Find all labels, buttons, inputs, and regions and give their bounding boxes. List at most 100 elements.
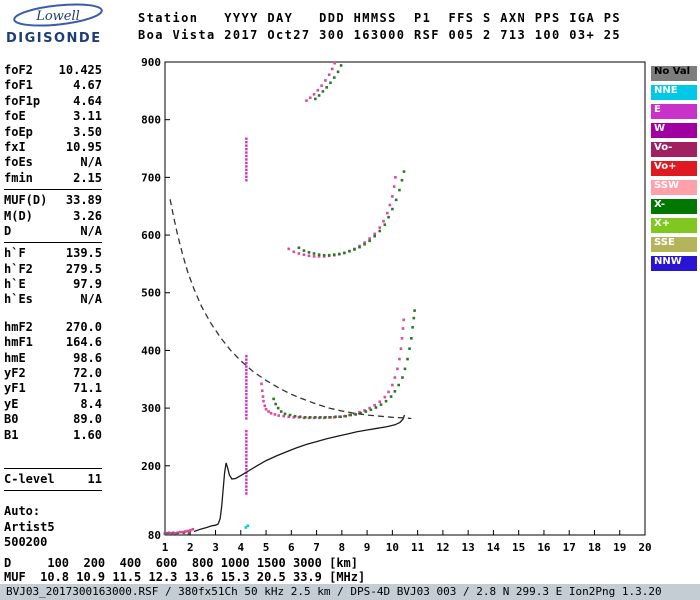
param-row-fxi: fxI 10.95 [4, 140, 102, 155]
es-spread-column [245, 179, 248, 182]
param-footer-line: Artist5 [4, 519, 55, 534]
es-marks-cyan [246, 524, 250, 528]
f2-x-trace [389, 395, 393, 398]
param-name: yF2 [4, 366, 26, 381]
f2-o-trace [273, 413, 277, 416]
param-name: h`E [4, 277, 26, 292]
f2-x-trace [293, 414, 297, 418]
second-hop-x-trace [398, 188, 401, 192]
third-hop-x-trace [325, 86, 328, 89]
third-hop-o-trace [327, 73, 331, 76]
noval-echoes [176, 532, 179, 536]
es-spread-column [245, 474, 248, 478]
x-tick-label: 2 [187, 541, 194, 554]
param-row-b1: B1 1.60 [4, 428, 102, 443]
echo-type-legend: No Val NNE E W Vo- Vo+ SSW X- X+ SSE NNW [651, 66, 697, 275]
x-tick-label: 7 [313, 541, 320, 554]
legend-item-no-val: No Val [651, 66, 697, 81]
es-spread-column [245, 161, 248, 165]
f2-x-trace [384, 399, 388, 403]
f2-x-trace [403, 367, 407, 371]
es-spread-column [245, 144, 248, 147]
param-value: 139.5 [65, 246, 102, 261]
f2-o-trace [398, 357, 401, 361]
es-marks-cyan [244, 526, 248, 529]
f2-x-trace [308, 416, 312, 419]
digisonde-logo: Lowell DIGISONDE [6, 3, 126, 46]
third-hop-o-trace [333, 61, 337, 65]
param-row-md: M(D) 3.26 [4, 209, 102, 224]
header-line-1: Station YYYY DAY DDD HMMSS P1 FFS S AXN … [138, 11, 621, 25]
param-row-foes: foEs N/A [4, 155, 102, 170]
f2-o-trace [262, 399, 265, 403]
f2-x-trace [314, 416, 317, 419]
es-spread-column [245, 389, 248, 392]
parameter-panel: foF2 10.425 foF1 4.67 foF1p 4.64 foE 3.11 foEp 3.… [4, 63, 102, 551]
es-spread-column [245, 403, 248, 406]
param-name: foF2 [4, 63, 33, 77]
param-row-fmin: fmin 2.15 [4, 171, 102, 186]
x-tick-label: 5 [263, 541, 270, 554]
f2-o-trace [391, 383, 394, 387]
x-tick-label: 1 [162, 541, 169, 554]
second-hop-x-trace [332, 253, 336, 256]
es-spread-column [245, 172, 248, 175]
second-hop-o-trace [368, 237, 371, 240]
f2-x-trace [276, 406, 280, 410]
es-spread-column [245, 168, 248, 172]
es-spread-column [245, 450, 248, 454]
f2-o-trace [400, 337, 404, 340]
second-hop-x-trace [394, 198, 398, 202]
x-tick-label: 12 [436, 541, 449, 554]
f2-x-trace [393, 390, 397, 393]
third-hop-o-trace [312, 93, 316, 96]
es-spread-column [245, 165, 248, 168]
logo-digisonde-text: DIGISONDE [6, 31, 102, 46]
legend-item-w: W [651, 123, 697, 138]
es-spread-column [245, 379, 248, 382]
f2-x-trace [339, 415, 342, 419]
param-footer-line: 500200 [4, 535, 48, 550]
f2-x-trace [397, 383, 400, 387]
y-tick-label: 300 [141, 402, 161, 415]
second-hop-o-trace [363, 241, 366, 244]
param-row-hf: h`F 139.5 [4, 246, 102, 261]
param-value: 8.4 [80, 396, 102, 411]
es-spread-column [245, 454, 248, 457]
f2-x-trace [279, 410, 283, 413]
param-row-foep: foEp 3.50 [4, 125, 102, 140]
f2-o-trace [282, 414, 286, 418]
f2-x-trace [359, 411, 363, 415]
second-hop-x-trace [317, 253, 321, 256]
f2-x-trace [272, 397, 275, 401]
second-hop-x-trace [343, 251, 346, 255]
legend-item-x+: X+ [651, 218, 697, 233]
second-hop-x-trace [302, 249, 306, 252]
fmin-echoes [174, 531, 177, 535]
x-tick-label: 15 [512, 541, 525, 554]
param-value: 89.0 [73, 412, 102, 427]
es-spread-column [245, 413, 248, 417]
third-hop-x-trace [336, 70, 340, 74]
es-spread-column [245, 382, 248, 386]
second-hop-x-trace [387, 215, 390, 219]
param-value: 279.5 [65, 261, 102, 276]
x-tick-label: 17 [563, 541, 576, 554]
f2-o-trace [267, 410, 270, 413]
param-name: fmin [4, 170, 33, 185]
param-row-hmf2: hmF2 270.0 [4, 320, 102, 335]
third-hop-x-trace [321, 90, 325, 93]
param-row-hme: hmE 98.6 [4, 351, 102, 366]
es-spread-column [245, 361, 248, 365]
f2-x-trace [344, 414, 347, 418]
second-hop-o-trace [302, 253, 306, 256]
es-spread-column [245, 151, 248, 154]
es-spread-column [245, 488, 248, 492]
ionogram-canvas: 1 2 3 4 5 6 7 8 9 10 11 12 13 14 15 16 17 18 19 20900800700… [141, 56, 652, 554]
param-value: 10.95 [65, 139, 102, 154]
y-tick-label: 80 [148, 529, 161, 542]
f2-x-trace [410, 337, 413, 340]
x-tick-label: 13 [462, 541, 475, 554]
es-spread-column [245, 365, 248, 368]
noval-echoes [171, 532, 174, 536]
